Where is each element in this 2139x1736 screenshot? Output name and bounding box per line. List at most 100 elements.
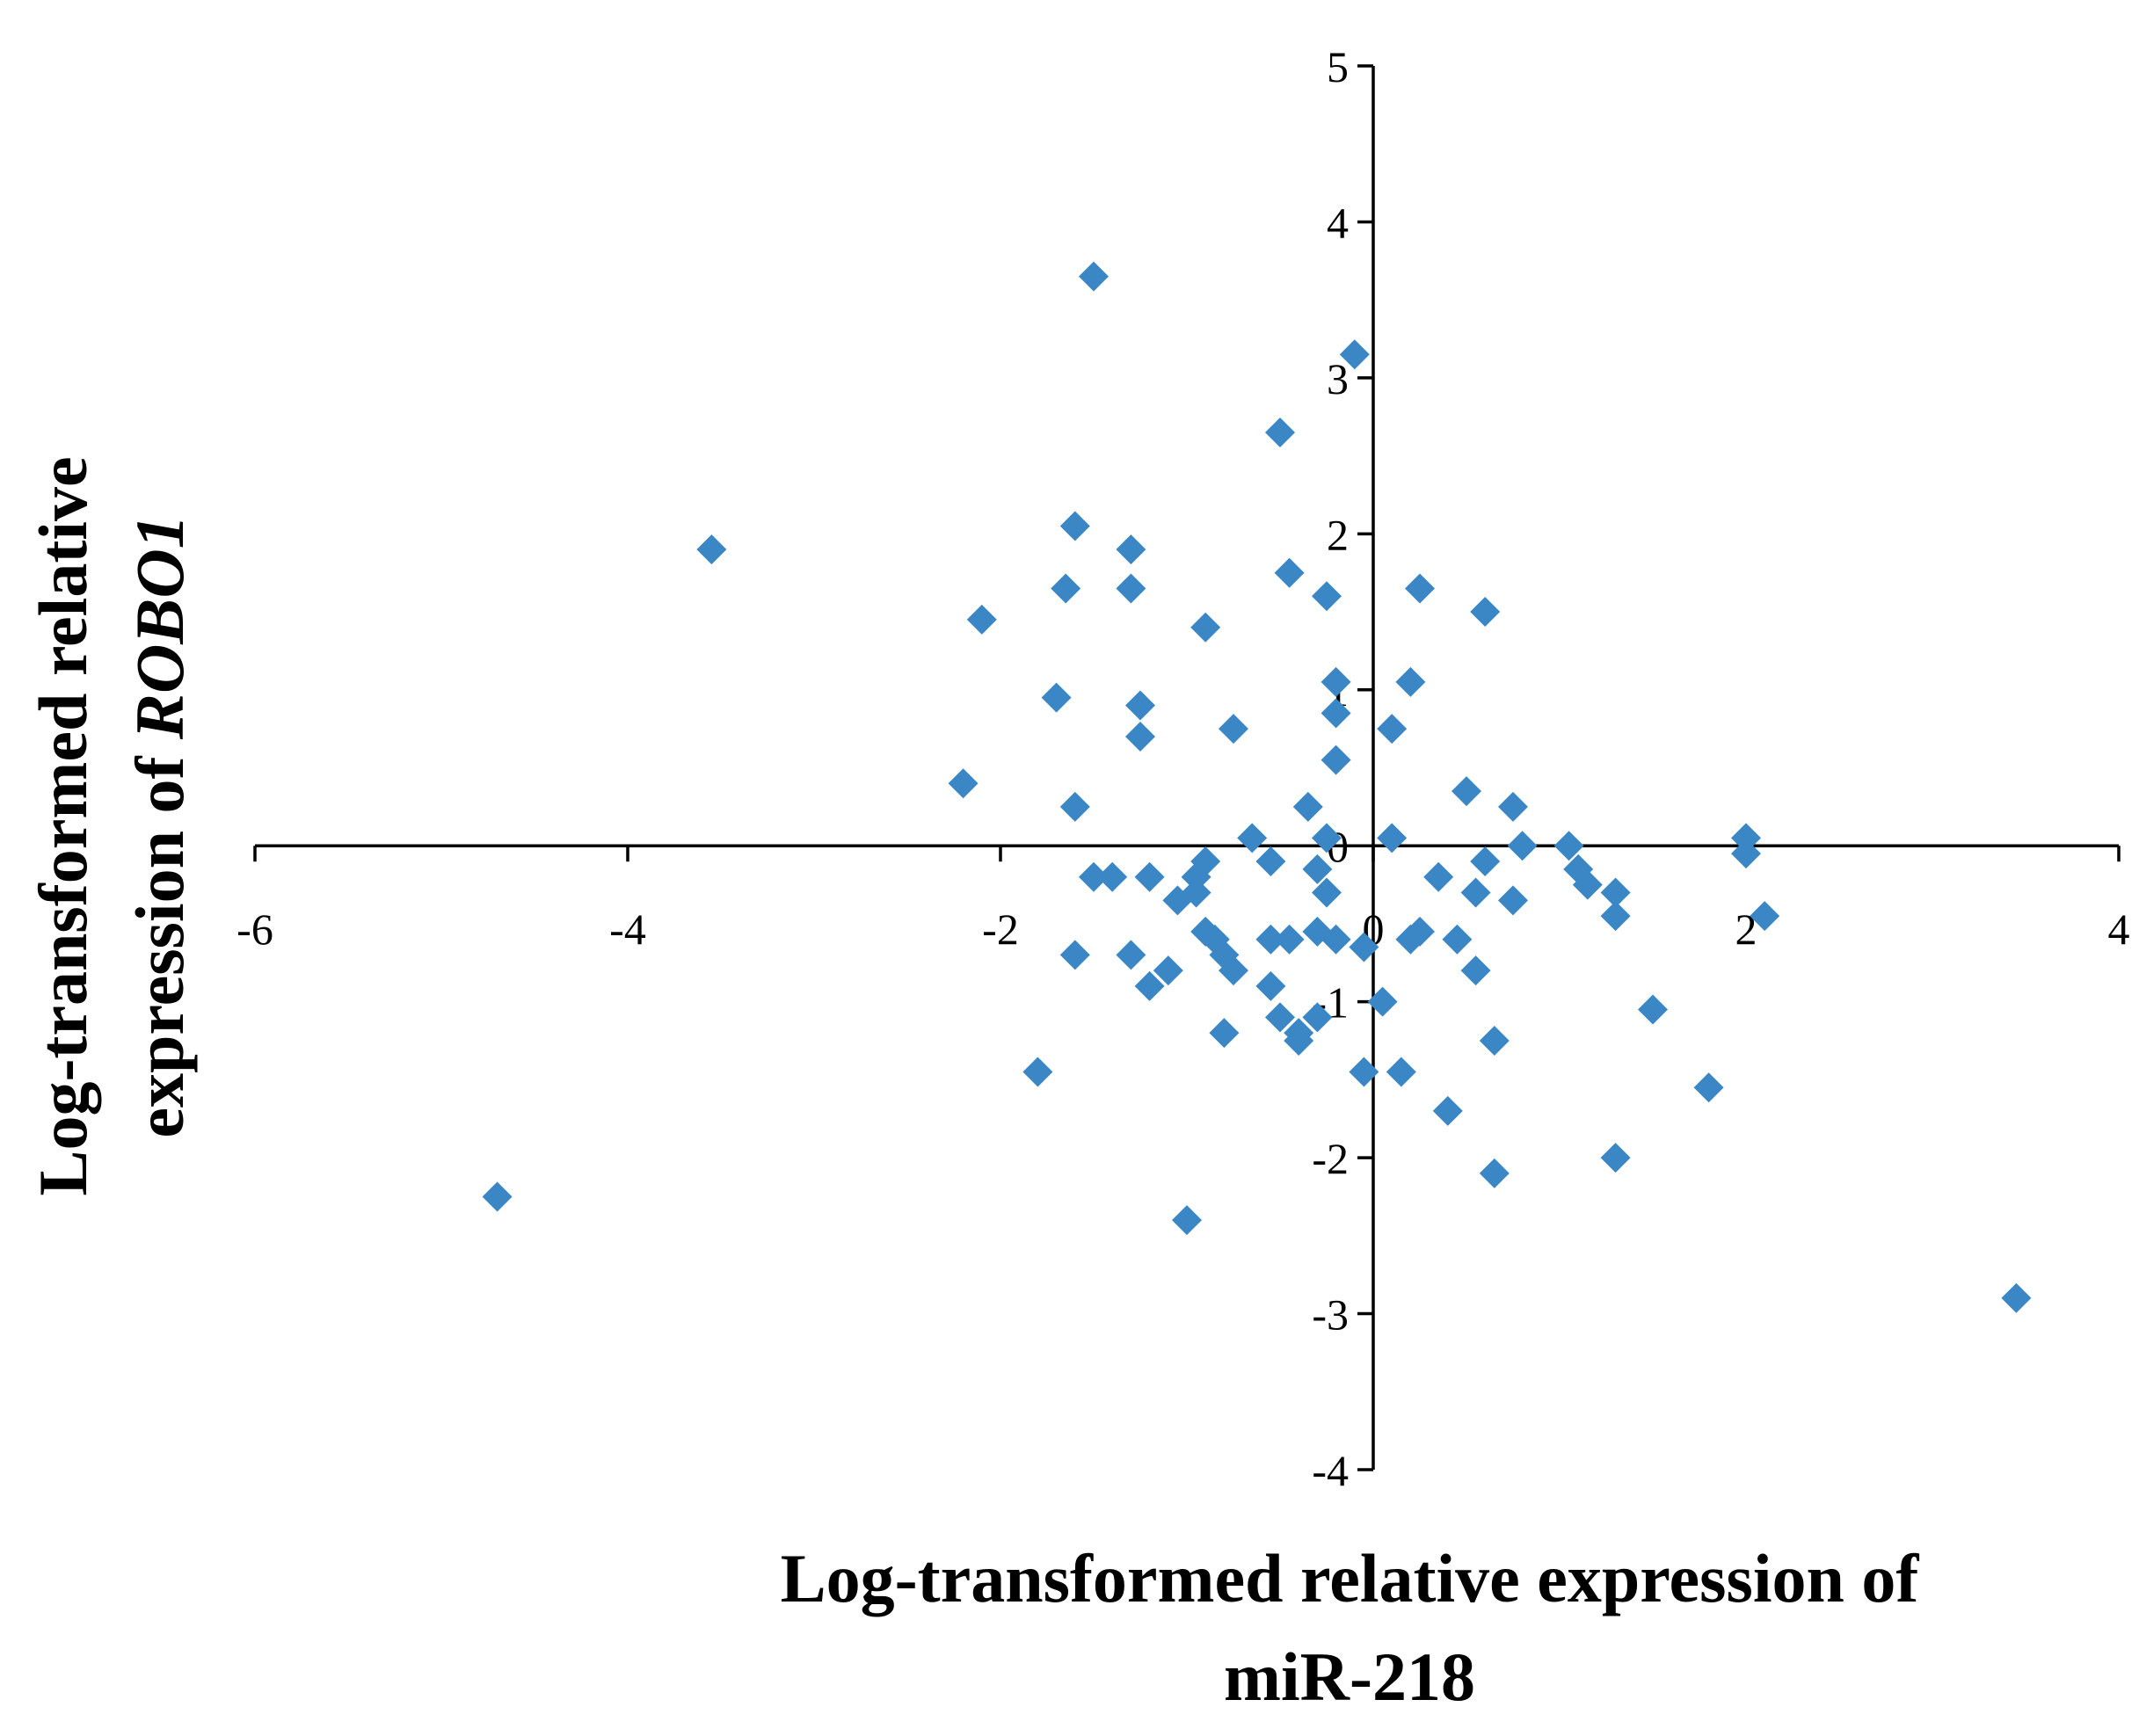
data-point-85 bbox=[1479, 1158, 1510, 1188]
data-point-21 bbox=[1377, 714, 1408, 745]
data-point-71 bbox=[1134, 970, 1165, 1001]
data-point-73 bbox=[1302, 1002, 1333, 1033]
data-point-22 bbox=[1321, 745, 1351, 775]
data-point-10 bbox=[1274, 557, 1305, 588]
y-axis-title: Log-transformed relative expression of RO… bbox=[25, 456, 198, 1195]
data-point-18 bbox=[1321, 666, 1351, 697]
data-point-31 bbox=[1507, 831, 1538, 861]
data-point-51 bbox=[1498, 885, 1528, 916]
data-point-27 bbox=[1498, 791, 1528, 822]
data-point-3 bbox=[696, 534, 727, 565]
data-point-1 bbox=[1339, 339, 1370, 370]
x-tick-label: -2 bbox=[982, 904, 1019, 954]
data-point-65 bbox=[1116, 940, 1146, 970]
x-tick-label: -6 bbox=[236, 904, 273, 954]
data-point-4 bbox=[1059, 511, 1090, 541]
data-point-24 bbox=[1059, 791, 1090, 822]
data-point-15 bbox=[1125, 690, 1155, 721]
data-point-53 bbox=[1750, 901, 1780, 932]
data-point-20 bbox=[1395, 666, 1426, 697]
data-point-66 bbox=[1153, 955, 1183, 986]
data-point-56 bbox=[1255, 924, 1286, 955]
data-point-26 bbox=[1451, 776, 1481, 807]
data-point-0 bbox=[1079, 261, 1109, 292]
data-point-83 bbox=[1693, 1072, 1724, 1103]
data-point-82 bbox=[1386, 1057, 1416, 1087]
data-point-29 bbox=[1312, 823, 1342, 853]
data-point-76 bbox=[1367, 986, 1398, 1017]
data-point-63 bbox=[1442, 924, 1473, 955]
data-point-57 bbox=[1274, 924, 1305, 955]
x-tick-label: 4 bbox=[2108, 904, 2130, 954]
data-point-49 bbox=[1312, 877, 1342, 908]
data-point-14 bbox=[1041, 682, 1072, 713]
data-point-80 bbox=[1022, 1057, 1053, 1087]
y-tick-label: 4 bbox=[1327, 198, 1349, 247]
axes bbox=[255, 66, 2119, 1470]
axis-titles: Log-transformed relative expression of mi… bbox=[25, 456, 1919, 1715]
data-point-35 bbox=[1255, 846, 1286, 876]
data-point-17 bbox=[1219, 714, 1248, 745]
data-point-64 bbox=[1059, 940, 1090, 970]
x-tick-label: -4 bbox=[609, 904, 646, 954]
data-point-72 bbox=[1265, 1002, 1295, 1033]
data-point-36 bbox=[1302, 853, 1333, 884]
data-point-34 bbox=[1731, 839, 1761, 869]
y-tick-label: 3 bbox=[1327, 354, 1349, 403]
data-point-81 bbox=[1349, 1057, 1379, 1087]
data-point-62 bbox=[1405, 916, 1435, 947]
data-point-43 bbox=[1470, 846, 1501, 876]
data-point-39 bbox=[1134, 861, 1165, 892]
y-tick-label: 5 bbox=[1327, 42, 1349, 91]
data-point-88 bbox=[1172, 1205, 1202, 1236]
data-point-59 bbox=[1321, 924, 1351, 955]
data-point-8 bbox=[1116, 573, 1146, 604]
data-point-28 bbox=[1237, 823, 1268, 853]
data-point-33 bbox=[1731, 823, 1761, 853]
data-point-86 bbox=[1600, 1143, 1631, 1173]
data-point-68 bbox=[1219, 955, 1248, 986]
data-point-2 bbox=[1265, 417, 1295, 447]
data-point-38 bbox=[1079, 861, 1109, 892]
data-point-50 bbox=[1460, 877, 1491, 908]
data-point-48 bbox=[1181, 877, 1211, 908]
data-point-9 bbox=[1190, 612, 1221, 643]
y-tick-label: -4 bbox=[1312, 1446, 1349, 1495]
data-point-16 bbox=[1125, 722, 1155, 752]
data-point-78 bbox=[1209, 1018, 1240, 1049]
data-point-87 bbox=[482, 1181, 513, 1212]
data-points bbox=[482, 261, 2032, 1313]
y-tick-label: -2 bbox=[1312, 1134, 1349, 1183]
data-point-79 bbox=[1479, 1026, 1510, 1057]
data-point-42 bbox=[1423, 861, 1454, 892]
data-point-60 bbox=[1349, 932, 1379, 962]
data-point-12 bbox=[1405, 573, 1435, 604]
data-point-30 bbox=[1377, 823, 1408, 853]
data-point-45 bbox=[1572, 869, 1603, 900]
data-point-7 bbox=[1051, 573, 1081, 604]
data-point-41 bbox=[1181, 861, 1211, 892]
data-point-52 bbox=[1600, 901, 1631, 932]
data-point-25 bbox=[1292, 791, 1323, 822]
data-point-75 bbox=[1284, 1026, 1314, 1057]
data-point-32 bbox=[1553, 831, 1584, 861]
data-point-13 bbox=[1470, 597, 1501, 628]
data-point-19 bbox=[1321, 698, 1351, 729]
data-point-5 bbox=[1116, 534, 1146, 565]
data-point-46 bbox=[1600, 877, 1631, 908]
x-axis-title: Log-transformed relative expression of mi… bbox=[781, 1540, 1920, 1715]
y-tick-label: 2 bbox=[1327, 510, 1349, 559]
data-point-77 bbox=[1638, 994, 1668, 1025]
data-point-70 bbox=[1460, 955, 1491, 986]
data-point-37 bbox=[1097, 861, 1128, 892]
y-tick-label: -3 bbox=[1312, 1290, 1349, 1340]
data-point-6 bbox=[966, 604, 997, 635]
data-point-84 bbox=[1432, 1095, 1463, 1126]
data-point-23 bbox=[948, 768, 979, 799]
data-point-11 bbox=[1312, 581, 1342, 612]
data-point-69 bbox=[1255, 970, 1286, 1001]
data-point-89 bbox=[2001, 1282, 2032, 1313]
